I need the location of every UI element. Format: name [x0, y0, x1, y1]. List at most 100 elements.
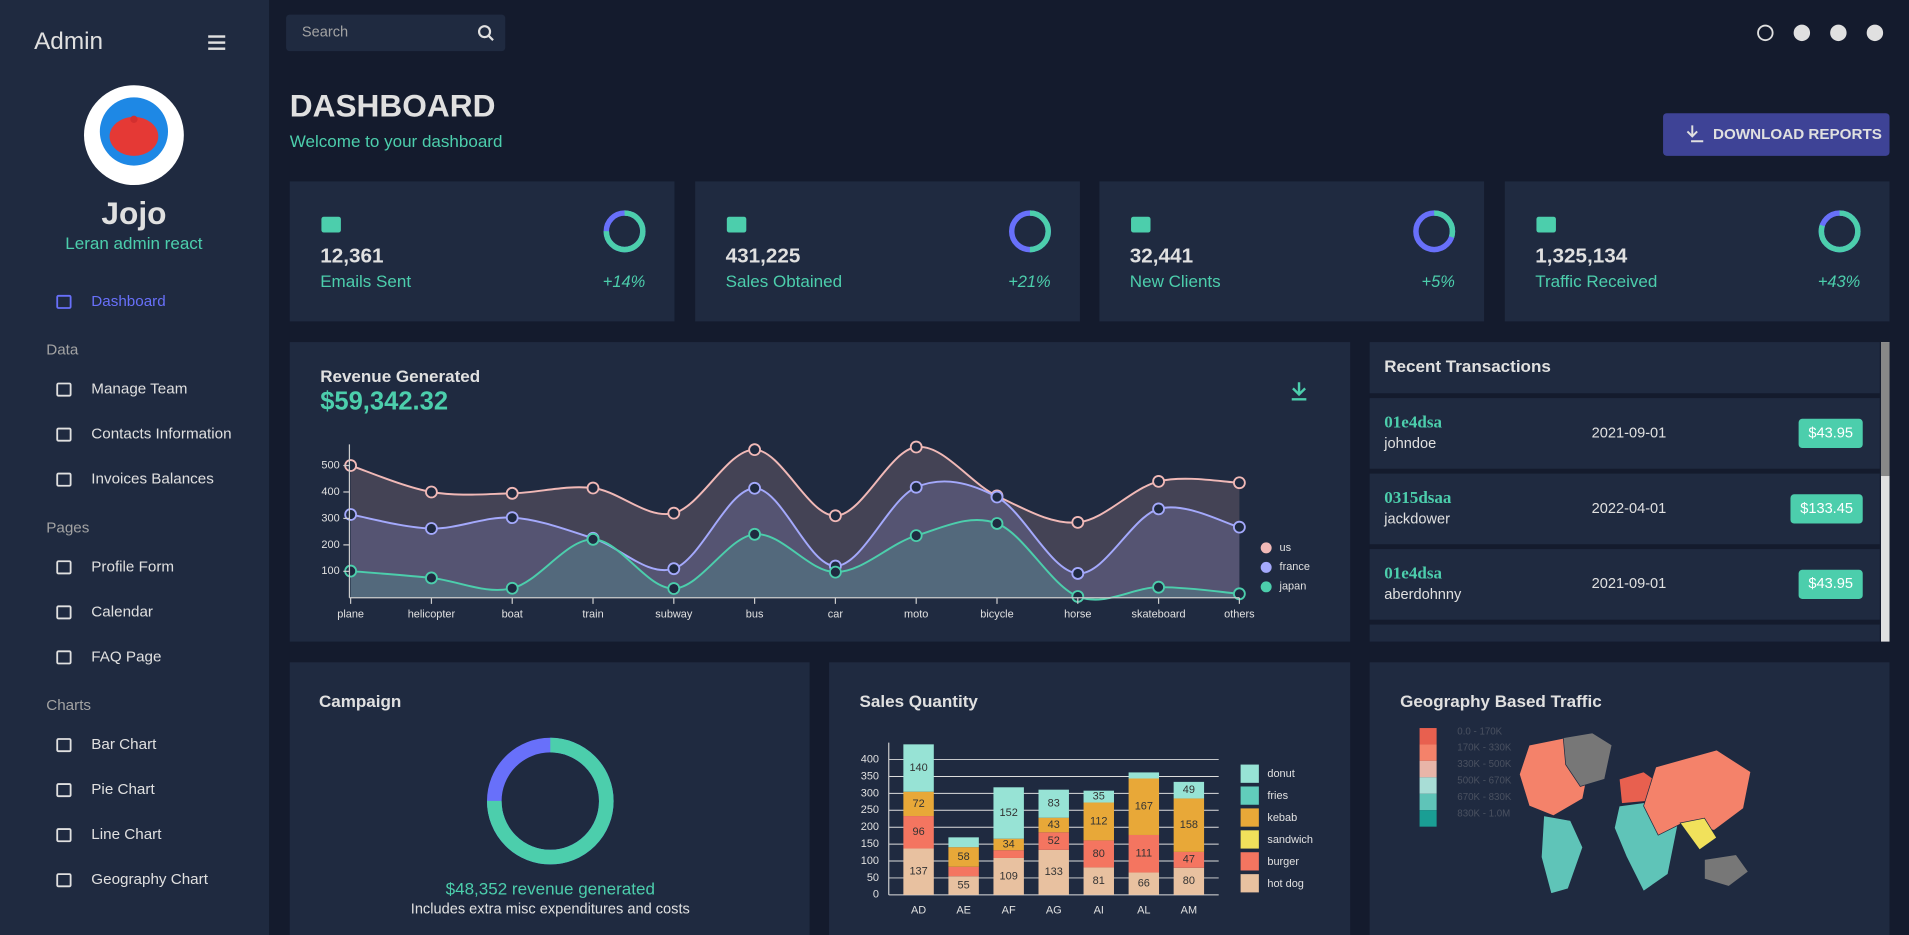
nav-icon	[56, 294, 72, 309]
bar-segment	[993, 787, 1024, 839]
nav-label: Calendar	[91, 603, 153, 620]
x-tick-label: horse	[1064, 609, 1091, 621]
point	[1152, 502, 1165, 516]
x-tick-label: subway	[655, 609, 693, 621]
y-tick-label: 400	[321, 486, 339, 498]
campaign-revenue: $48,352 revenue generated	[446, 879, 655, 898]
legend-symbol	[1260, 542, 1272, 554]
nav-item[interactable]: Geography Chart	[56, 871, 209, 888]
x-tick-label: plane	[337, 609, 364, 621]
download-button[interactable]: DOWNLOAD REPORTS	[1663, 113, 1890, 156]
transaction-row	[1369, 398, 1880, 469]
stat-card	[1504, 181, 1890, 322]
legend-swatch	[1419, 810, 1437, 827]
legend-symbol	[1240, 830, 1259, 849]
legend-symbol	[1260, 561, 1272, 573]
point	[505, 486, 519, 500]
settings[interactable]	[1830, 24, 1847, 42]
legend-label: donut	[1267, 768, 1294, 780]
transaction-date: 2022-04-01	[1592, 501, 1667, 517]
campaign-title: Campaign	[319, 692, 401, 711]
legend-symbol	[1240, 764, 1259, 783]
stat-icon	[1131, 216, 1151, 233]
x-tick-label: AF	[1002, 905, 1016, 917]
stat-card	[695, 181, 1080, 322]
x-tick-label: AI	[1094, 905, 1104, 917]
nav-label: Pie Chart	[91, 781, 155, 798]
nav-icon	[56, 873, 72, 888]
user-role: Leran admin react	[65, 234, 203, 253]
download-icon	[1686, 125, 1704, 143]
point	[586, 481, 600, 495]
bar-segment	[1128, 834, 1160, 873]
chart-title: Sales Quantity	[860, 692, 979, 711]
bar-value-label: 47	[1183, 854, 1195, 866]
point	[829, 565, 842, 579]
bar-segment	[948, 837, 979, 848]
point	[1071, 516, 1085, 529]
x-tick-label: moto	[904, 609, 928, 621]
stat-icon	[321, 216, 341, 233]
page-title: DASHBOARD	[290, 88, 496, 124]
theme-toggle[interactable]	[1757, 24, 1774, 42]
nav-item[interactable]: Invoices Balances	[56, 471, 214, 488]
icon	[1866, 24, 1884, 42]
legend-label: us	[1280, 542, 1292, 554]
search-bg	[286, 14, 506, 52]
transactions-title: Recent Transactions	[1384, 357, 1551, 376]
bar-segment	[1128, 778, 1160, 835]
x-tick-label: boat	[502, 609, 523, 621]
notifications[interactable]	[1793, 24, 1811, 42]
nav-item[interactable]: Manage Team	[56, 381, 187, 398]
nav-section: Pages	[46, 519, 90, 536]
profile[interactable]	[1866, 24, 1884, 42]
bar-value-label: 55	[958, 879, 970, 891]
nav-item[interactable]: Pie Chart	[56, 781, 155, 798]
button-label: DOWNLOAD REPORTS	[1713, 126, 1882, 143]
transaction-user: aberdohnny	[1384, 587, 1462, 603]
transaction-date: 2021-09-01	[1592, 425, 1667, 441]
chart-title: Geography Based Traffic	[1400, 692, 1602, 711]
legend-label: 330K - 500K	[1457, 759, 1512, 770]
y-tick-label: 200	[321, 539, 339, 551]
nav-icon	[56, 560, 72, 575]
y-tick-label: 350	[861, 770, 879, 782]
point	[505, 581, 519, 595]
nav-item[interactable]: Line Chart	[56, 826, 162, 843]
point	[667, 506, 681, 520]
nav-item[interactable]: Bar Chart	[56, 736, 157, 753]
bar-value-label: 49	[1183, 784, 1195, 796]
bar-value-label: 133	[1045, 866, 1063, 878]
bar-segment	[1173, 781, 1205, 799]
nav-icon	[56, 650, 72, 665]
stat-value: 1,325,134	[1535, 244, 1628, 267]
nav-item[interactable]: Dashboard	[56, 293, 166, 310]
bar-value-label: 140	[909, 762, 927, 774]
search-box[interactable]: Search	[286, 14, 506, 52]
x-tick-label: others	[1224, 609, 1255, 621]
nav-item[interactable]: FAQ Page	[56, 648, 161, 665]
nav-item[interactable]: Contacts Information	[56, 426, 232, 443]
bar-value-label: 80	[1183, 875, 1195, 887]
nav-label: Manage Team	[91, 381, 187, 398]
menu-button[interactable]	[208, 35, 226, 50]
ring-progress	[603, 210, 646, 253]
chart-download[interactable]	[1291, 382, 1307, 401]
nav-label: Dashboard	[91, 293, 165, 310]
nav-label: Geography Chart	[91, 871, 208, 888]
nav-item[interactable]: Profile Form	[56, 558, 174, 575]
point	[344, 508, 358, 521]
transaction-cost: $43.95	[1808, 576, 1853, 592]
stat-label: Emails Sent	[320, 272, 411, 291]
legend-symbol	[1240, 808, 1259, 827]
icon	[1757, 24, 1774, 42]
y-tick-label: 300	[861, 787, 879, 799]
chart-title: Revenue Generated	[320, 367, 480, 386]
nav-item[interactable]: Calendar	[56, 603, 153, 620]
search-icon	[477, 25, 492, 39]
bar-value-label: 109	[1000, 870, 1018, 882]
legend-label: sandwich	[1267, 834, 1313, 846]
stat-value: 32,441	[1130, 244, 1193, 267]
y-tick-label: 0	[873, 889, 879, 901]
